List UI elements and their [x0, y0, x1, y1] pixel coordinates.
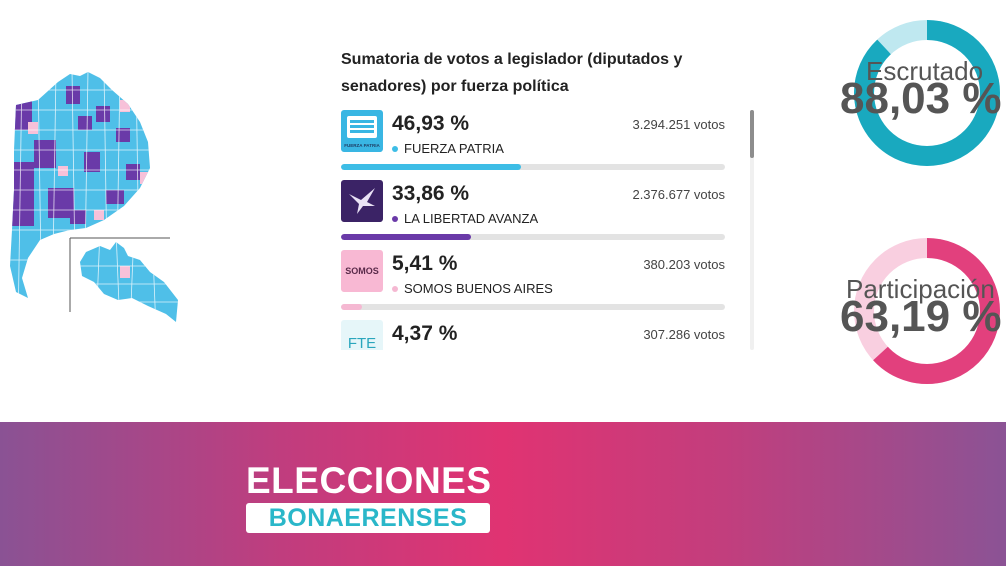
- result-row-fuerza-patria[interactable]: FUERZA PATRIA 46,93 % 3.294.251 votos FU…: [341, 108, 727, 178]
- result-row-la-libertad-avanza[interactable]: 33,86 % 2.376.677 votos LA LIBERTAD AVAN…: [341, 178, 727, 248]
- gauge-label-participacion: Participación: [846, 274, 995, 304]
- gauge-escrutado: [852, 18, 1002, 168]
- gauge-participacion: [852, 236, 1002, 386]
- result-votes: 307.286 votos: [643, 327, 725, 342]
- province-map: [10, 72, 178, 322]
- banner-subtitle: BONAERENSES: [268, 504, 468, 532]
- party-color-dot: [392, 145, 398, 152]
- scrollbar-thumb[interactable]: [750, 110, 754, 158]
- gauge-label-escrutado: Escrutado: [866, 56, 984, 86]
- result-party: LA LIBERTAD AVANZA: [392, 211, 538, 226]
- party-color-dot: [392, 215, 398, 222]
- la-libertad-avanza-logo: [341, 180, 383, 222]
- result-bar: [341, 164, 725, 170]
- result-votes: 3.294.251 votos: [632, 117, 725, 132]
- gauge-value-participacion: 63,19 %: [840, 292, 1002, 341]
- result-percent: 5,41 %: [392, 252, 458, 275]
- party-name: LA LIBERTAD AVANZA: [404, 211, 539, 226]
- party-name: SOMOS BUENOS AIRES: [404, 281, 553, 296]
- results-scrollbar[interactable]: [750, 110, 754, 350]
- svg-text:SOMOS: SOMOS: [345, 266, 379, 276]
- somos-logo: SOMOS: [341, 250, 383, 292]
- result-percent: 33,86 %: [392, 182, 470, 205]
- results-list[interactable]: FUERZA PATRIA 46,93 % 3.294.251 votos FU…: [341, 108, 731, 350]
- result-row-somos-buenos-aires[interactable]: SOMOS 5,41 % 380.203 votos SOMOS BUENOS …: [341, 248, 727, 318]
- result-votes: 2.376.677 votos: [632, 187, 725, 202]
- fte-logo: FTE: [341, 320, 383, 350]
- party-color-dot: [392, 285, 398, 292]
- gauge-value-escrutado: 88,03 %: [840, 74, 1002, 123]
- gauge-arc: [854, 20, 1000, 166]
- banner-subtitle-box: BONAERENSES: [246, 503, 490, 533]
- svg-text:FUERZA PATRIA: FUERZA PATRIA: [344, 143, 380, 148]
- result-party: SOMOS BUENOS AIRES: [392, 281, 553, 296]
- results-widget: Sumatoria de votos a legislador (diputad…: [10, 18, 1002, 386]
- result-bar: [341, 234, 725, 240]
- gauge-arc: [854, 238, 1000, 384]
- result-percent: 46,93 %: [392, 112, 470, 135]
- party-name: FUERZA PATRIA: [404, 141, 504, 156]
- result-bar-fill: [341, 234, 472, 240]
- result-row-fte[interactable]: FTE 4,37 % 307.286 votos: [341, 318, 727, 350]
- result-party: FUERZA PATRIA: [392, 141, 504, 156]
- fuerza-patria-logo: FUERZA PATRIA: [341, 110, 383, 152]
- elecciones-banner: [0, 422, 1006, 566]
- result-percent: 4,37 %: [392, 322, 458, 345]
- svg-text:FTE: FTE: [348, 335, 376, 350]
- banner-title: ELECCIONES: [246, 460, 492, 501]
- result-bar: [341, 304, 725, 310]
- result-bar-fill: [341, 304, 362, 310]
- result-bar-fill: [341, 164, 522, 170]
- result-votes: 380.203 votos: [643, 257, 725, 272]
- panel-title: Sumatoria de votos a legislador (diputad…: [341, 51, 683, 95]
